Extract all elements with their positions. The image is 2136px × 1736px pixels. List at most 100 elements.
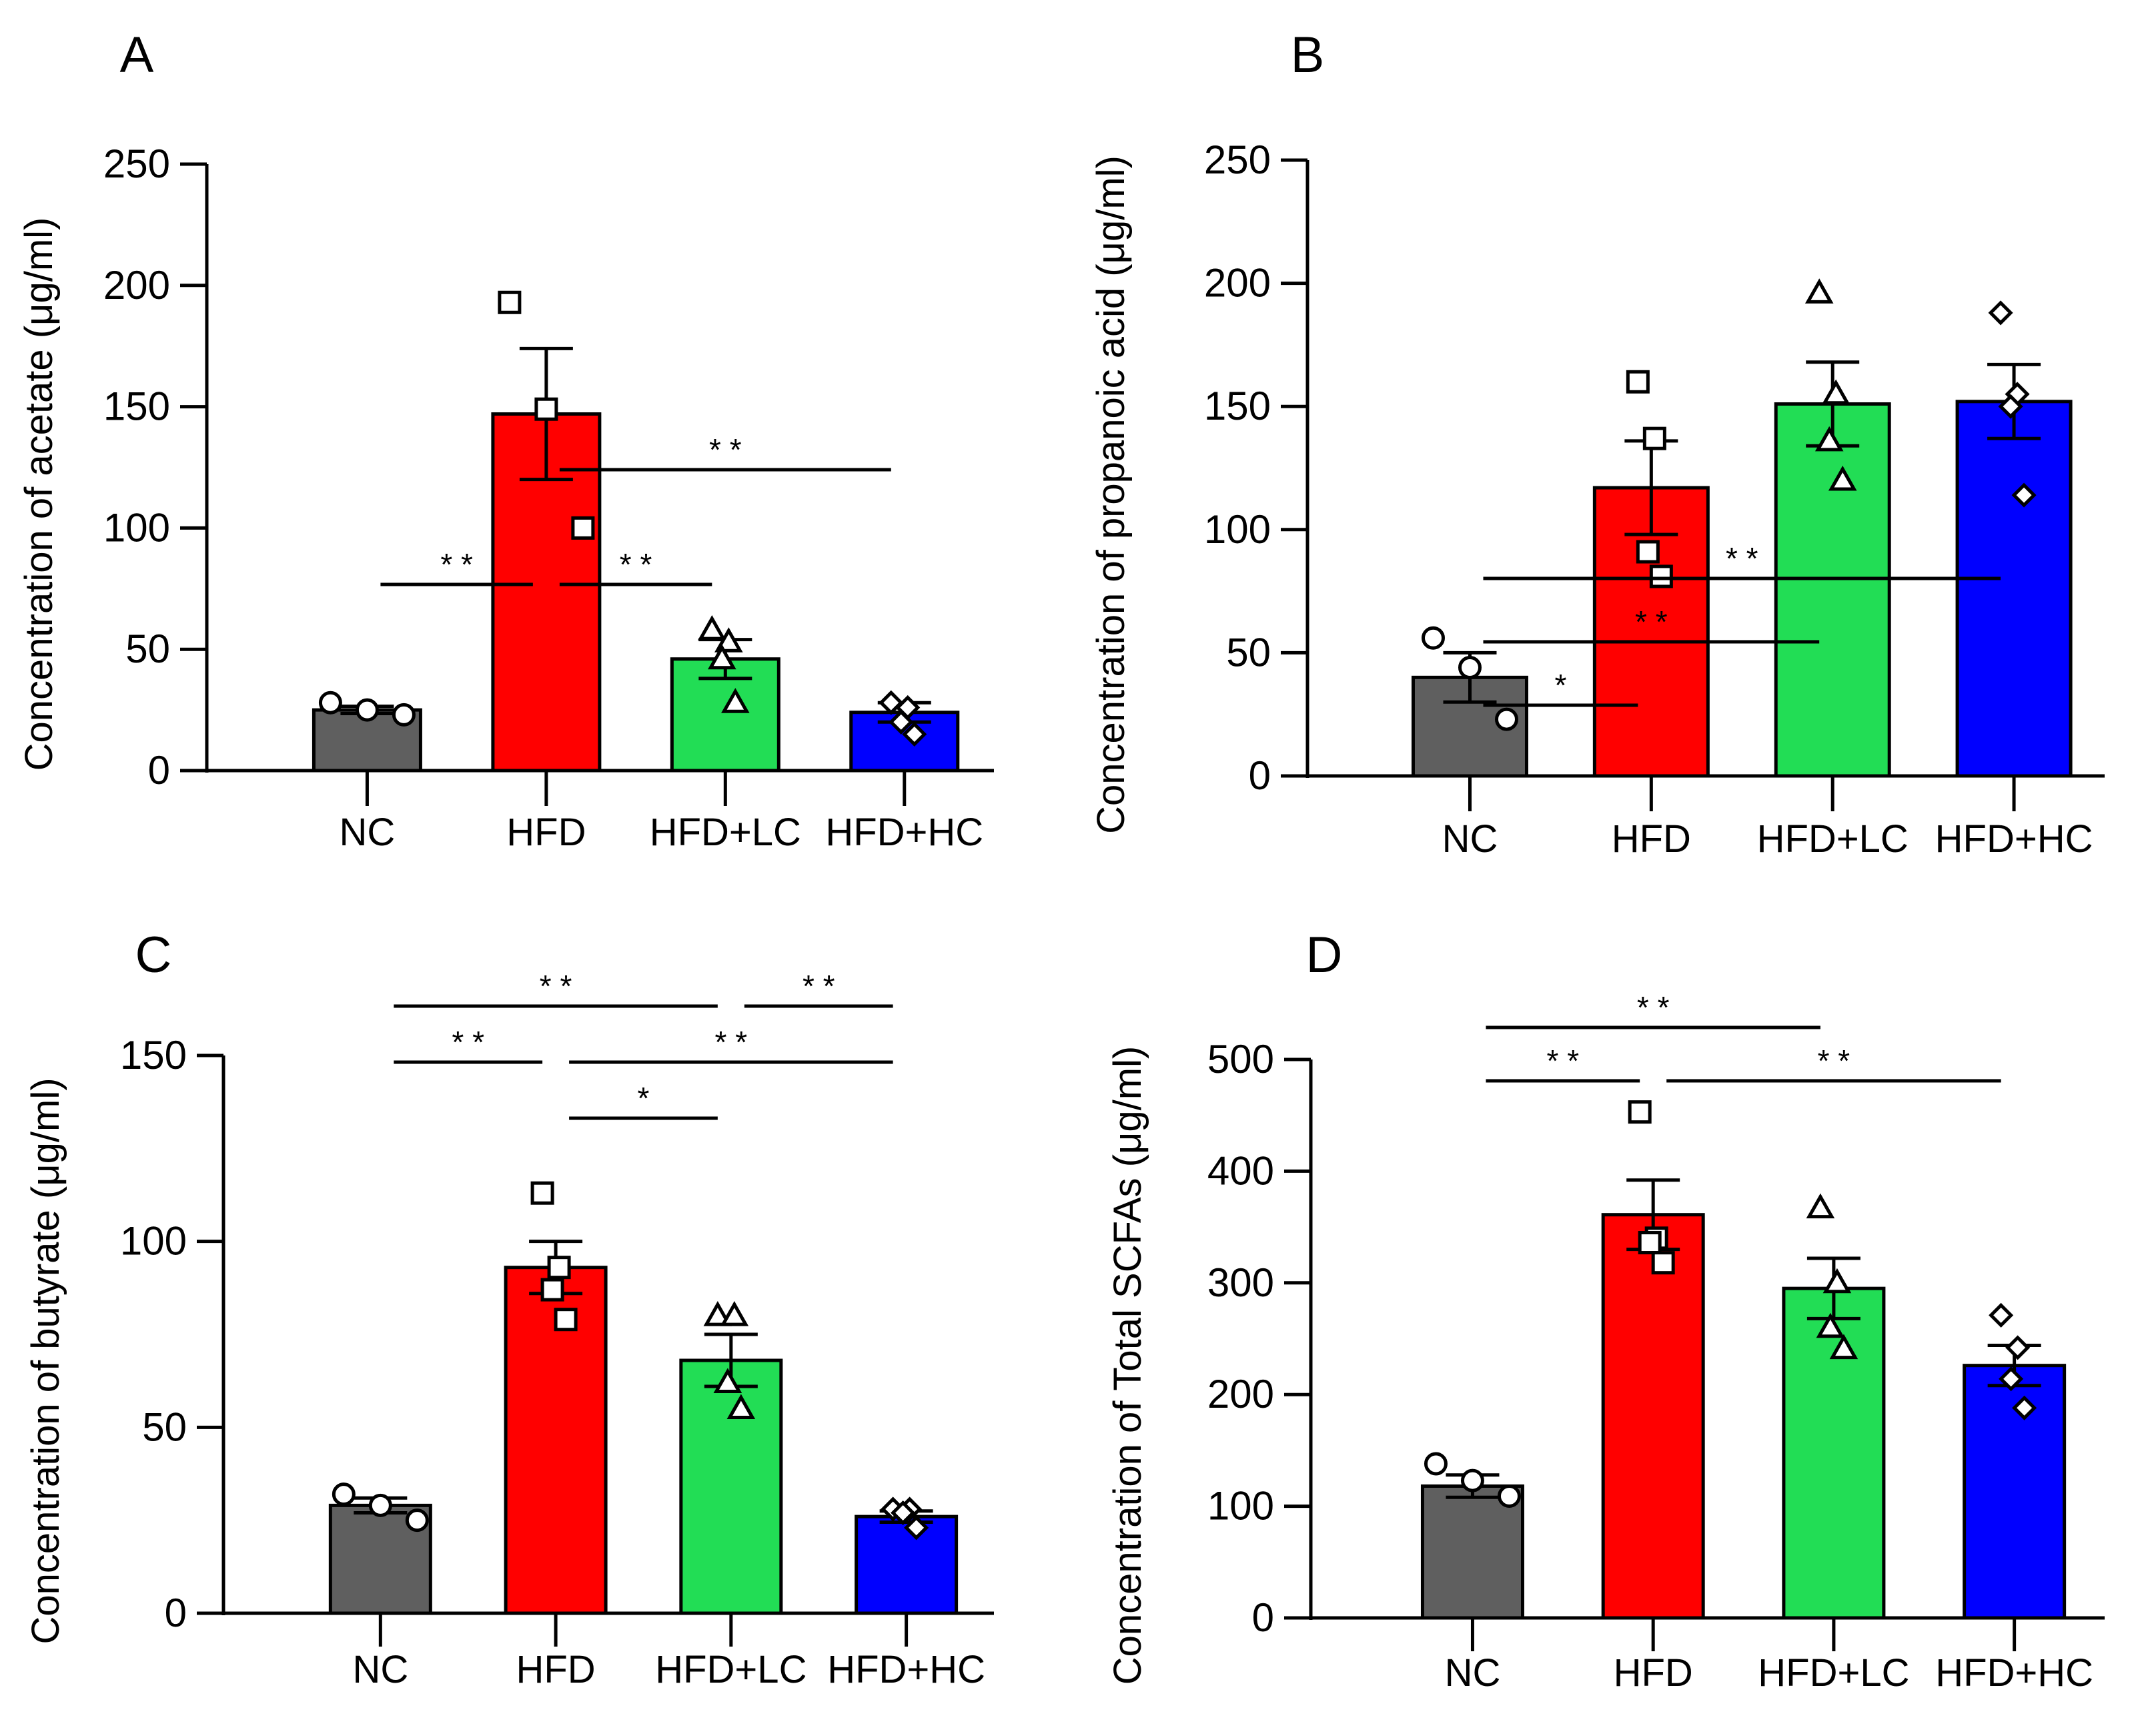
y-axis-title: Concentration of acetate (μg/ml): [17, 218, 61, 771]
data-point-square: [1626, 370, 1650, 394]
data-point-diamond: [891, 1500, 916, 1526]
data-point-square: [534, 397, 558, 421]
data-point-circle: [392, 703, 416, 727]
bar: [679, 1358, 783, 1615]
data-point-diamond: [904, 1515, 929, 1541]
x-tick-label: HFD+HC: [825, 811, 983, 854]
chart-panel-c: C 0 50 100 150 NC HFD HFD+LC HFD+HC Concentration…: [24, 927, 994, 1691]
x-tick-label: NC: [1445, 1651, 1501, 1695]
bar: [1601, 1213, 1705, 1620]
data-point-diamond: [2011, 482, 2037, 508]
data-point-triangle: [708, 644, 736, 670]
data-point-triangle: [1806, 1193, 1835, 1219]
significance-label: *: [638, 1081, 650, 1116]
data-point-circle: [368, 1493, 392, 1517]
data-point-triangle: [720, 1301, 749, 1326]
data-point-circle: [355, 698, 379, 722]
panel-label: B: [1291, 27, 1325, 83]
x-tick-label: HFD+LC: [655, 1648, 807, 1691]
data-point-square: [571, 516, 595, 540]
data-point-circle: [1494, 707, 1518, 731]
data-point-triangle: [714, 627, 743, 653]
y-tick-label: 250: [103, 141, 170, 186]
significance-label: * *: [540, 969, 572, 1003]
data-point-circle: [1497, 1484, 1521, 1508]
data-point-diamond: [2012, 1395, 2037, 1420]
y-tick-label: 50: [1226, 630, 1271, 675]
significance-label: * *: [1547, 1043, 1580, 1078]
data-point-circle: [318, 691, 342, 715]
data-point-square: [1651, 1251, 1675, 1275]
data-point-square: [554, 1308, 578, 1332]
data-point-square: [1636, 540, 1660, 564]
y-tick-label: 200: [103, 263, 170, 308]
x-tick-label: HFD+LC: [650, 811, 801, 854]
data-point-circle: [1460, 1468, 1484, 1492]
data-point-triangle: [1829, 1334, 1858, 1360]
x-tick-label: HFD: [1612, 817, 1691, 861]
significance-label: * *: [1637, 990, 1670, 1025]
y-tick-label: 100: [120, 1219, 187, 1264]
x-tick-label: HFD+HC: [1935, 1651, 2093, 1695]
significance-label: * *: [709, 432, 742, 467]
data-point-square: [1642, 426, 1666, 450]
panel-label: D: [1306, 927, 1343, 983]
panel-label: C: [135, 927, 172, 983]
data-point-triangle: [1814, 426, 1844, 452]
data-point-diamond: [889, 709, 914, 735]
data-point-diamond: [1989, 1302, 2014, 1328]
data-point-square: [530, 1181, 554, 1205]
y-tick-label: 400: [1207, 1148, 1274, 1193]
data-point-square: [1628, 1100, 1652, 1124]
data-point-circle: [1458, 656, 1482, 680]
y-tick-label: 100: [103, 505, 170, 550]
y-tick-label: 0: [1252, 1595, 1274, 1640]
y-tick-label: 0: [148, 748, 170, 793]
x-tick-label: HFD: [506, 811, 586, 854]
significance-label: * *: [803, 969, 835, 1003]
significance-label: * *: [715, 1025, 748, 1059]
y-tick-label: 500: [1207, 1037, 1274, 1081]
bar: [1420, 1484, 1524, 1620]
data-point-diamond: [1999, 1366, 2024, 1392]
y-tick-label: 50: [142, 1404, 187, 1449]
y-tick-label: 150: [120, 1033, 187, 1077]
significance-label: * *: [440, 547, 473, 582]
x-tick-label: NC: [1442, 817, 1498, 861]
data-point-square: [1638, 1231, 1662, 1255]
data-point-triangle: [721, 688, 750, 713]
bar: [1774, 402, 1891, 778]
bar: [855, 1514, 959, 1615]
data-point-triangle: [726, 1394, 756, 1419]
y-tick-label: 300: [1207, 1260, 1274, 1305]
chart-panel-d: D 0 100 200 300 400 500 NC HFD HFD+LC HFD+HC Concen…: [1106, 927, 2105, 1695]
significance-label: * *: [1818, 1043, 1850, 1078]
x-tick-label: HFD+LC: [1757, 817, 1909, 861]
y-tick-label: 150: [1204, 384, 1271, 428]
data-point-circle: [1421, 626, 1445, 650]
data-point-triangle: [1821, 379, 1850, 405]
y-tick-label: 200: [1204, 261, 1271, 306]
data-point-square: [1649, 564, 1673, 588]
y-tick-label: 0: [1249, 753, 1271, 798]
data-point-square: [540, 1278, 564, 1302]
x-tick-label: NC: [352, 1648, 408, 1691]
y-tick-label: 250: [1204, 137, 1271, 182]
data-point-triangle: [713, 1368, 742, 1393]
data-point-triangle: [1804, 278, 1834, 304]
data-point-circle: [332, 1482, 356, 1506]
y-tick-label: 100: [1204, 507, 1271, 552]
y-tick-label: 0: [165, 1591, 187, 1635]
data-point-square: [547, 1256, 571, 1280]
significance-label: * *: [1635, 604, 1668, 639]
data-point-square: [498, 290, 522, 314]
significance-label: *: [1554, 668, 1566, 703]
significance-label: * *: [452, 1025, 484, 1059]
data-point-triangle: [1822, 1268, 1852, 1294]
y-axis-title: Concentration of Total SCFAs (μg/ml): [1106, 1046, 1149, 1685]
x-tick-label: HFD: [1614, 1651, 1693, 1695]
significance-label: * *: [620, 547, 652, 582]
bar: [1782, 1286, 1886, 1620]
data-point-triangle: [1816, 1312, 1845, 1338]
x-tick-label: HFD: [516, 1648, 595, 1691]
